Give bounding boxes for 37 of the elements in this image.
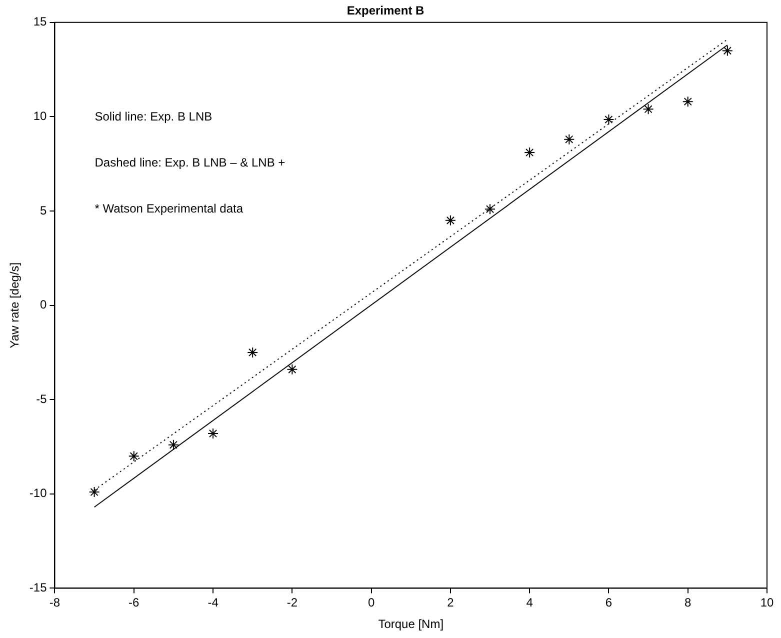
y-tick-label: 10 [33, 109, 48, 124]
y-tick-label: -5 [36, 392, 48, 406]
x-tick-label: 0 [368, 596, 375, 610]
y-tick-label: 15 [33, 14, 48, 29]
y-tick-label: 5 [40, 203, 48, 218]
point [642, 104, 654, 115]
point [444, 214, 456, 226]
annotation: Dashed line: Exp. B LNB – & LNB + [94, 156, 286, 170]
point [682, 96, 694, 108]
point [208, 428, 219, 440]
point [603, 114, 614, 126]
point [524, 147, 536, 158]
y-axis-title: Yaw rate [deg/s] [8, 262, 22, 348]
x-tick-label: 4 [526, 596, 534, 610]
annotation: * Watson Experimental data [94, 202, 244, 216]
point [722, 45, 733, 56]
point [484, 204, 496, 215]
point [128, 450, 140, 462]
point [168, 439, 179, 450]
x-tick-label: -2 [286, 596, 298, 610]
point [286, 364, 298, 375]
x-tick-label: 6 [605, 596, 612, 610]
point [88, 486, 100, 498]
x-tick-label: 10 [760, 596, 774, 610]
y-tick-label: -15 [29, 580, 48, 595]
x-tick-label: -6 [128, 596, 140, 610]
x-tick-label: 2 [447, 596, 454, 610]
y-tick-label: 0 [40, 298, 48, 312]
x-tick-label: -8 [49, 596, 60, 610]
x-tick-label: 8 [684, 596, 692, 610]
y-tick-label: -10 [29, 486, 48, 500]
point [564, 134, 575, 145]
chart-title: Experiment B [346, 4, 425, 18]
annotation: Solid line: Exp. B LNB [94, 110, 212, 124]
x-tick-label: -4 [208, 596, 219, 610]
x-axis-title: Torque [Nm] [378, 617, 444, 632]
point [247, 346, 258, 358]
